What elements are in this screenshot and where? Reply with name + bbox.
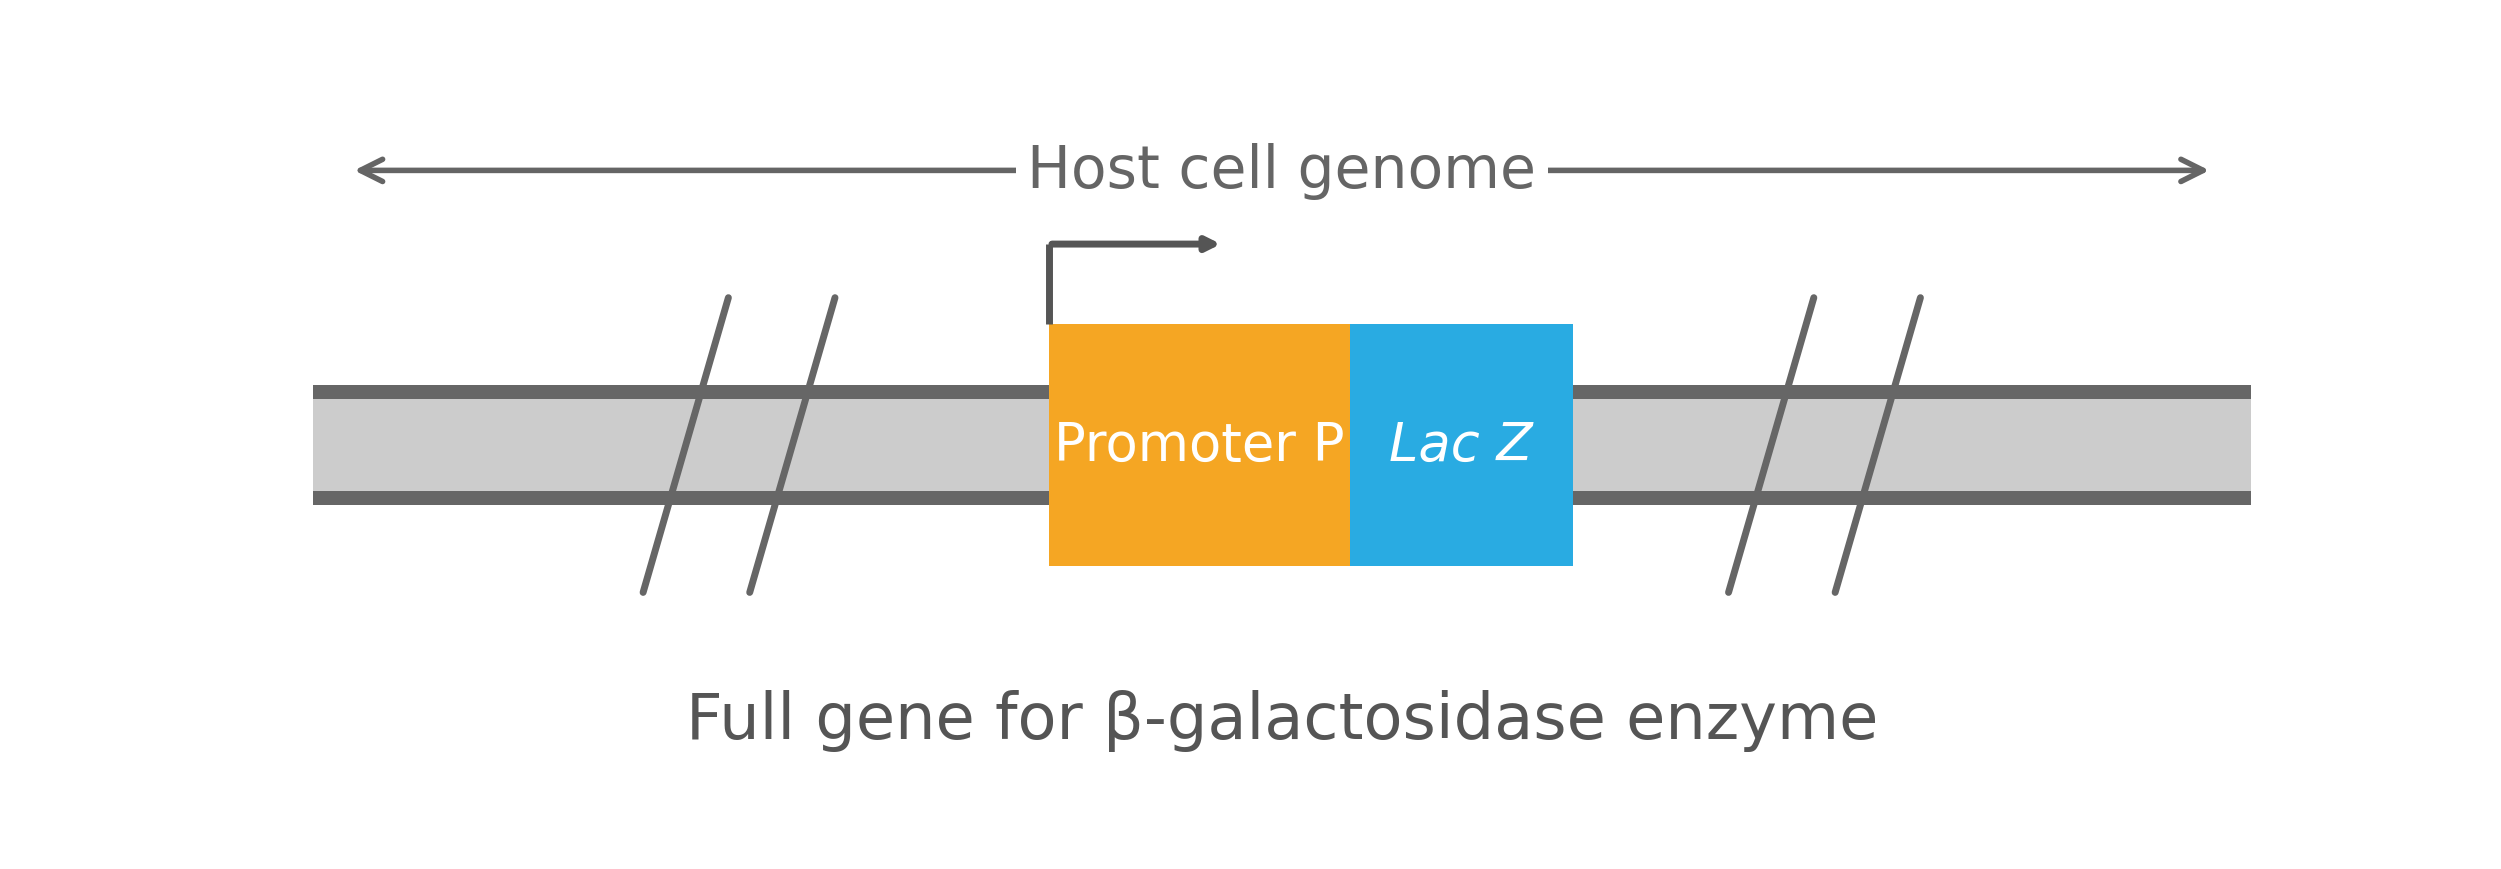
Text: Promoter P: Promoter P	[1053, 420, 1346, 472]
Text: Host cell genome: Host cell genome	[1028, 143, 1536, 200]
Text: Full gene for β-galactosidase enzyme: Full gene for β-galactosidase enzyme	[685, 689, 1878, 751]
Bar	[313, 385, 2251, 400]
Text: Lac Z: Lac Z	[1388, 420, 1533, 472]
Bar	[1351, 325, 1573, 566]
Bar	[313, 491, 2251, 506]
Bar	[1050, 325, 1351, 566]
Bar	[313, 385, 2251, 506]
